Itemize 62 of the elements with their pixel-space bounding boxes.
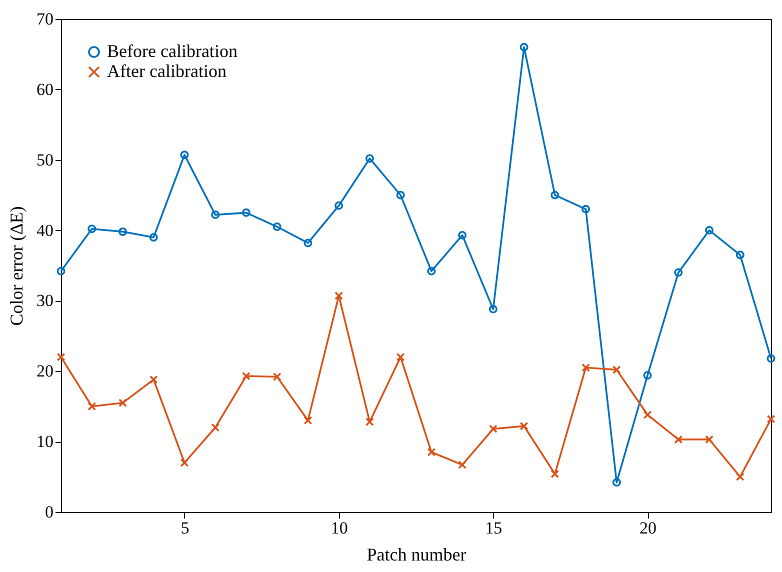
point [582,204,590,214]
y-tick-label: 70 [36,10,54,28]
point [149,375,158,384]
point [334,292,344,300]
point [705,226,714,235]
point [520,42,528,52]
point [365,418,374,426]
y-tick-label: 30 [36,291,54,310]
point [520,422,528,430]
point [88,224,96,234]
point [674,435,683,444]
point [612,478,621,487]
x-axis-title: Patch number [366,544,466,564]
point [488,304,498,314]
y-tick-label: 60 [36,80,54,99]
point [396,352,405,362]
point [427,266,436,276]
x-tick-label: 15 [485,518,502,538]
point [334,201,344,210]
point [674,268,683,277]
point [272,222,282,232]
point [396,190,405,200]
y-tick-label: 20 [36,362,54,381]
point [612,365,621,374]
point [242,208,250,217]
y-tick-label: 40 [36,220,54,240]
point [56,352,66,362]
point [766,414,776,424]
legend-label: After calibration [107,61,226,81]
point [211,210,220,220]
point [550,190,560,200]
point [118,227,127,236]
y-tick-label: 50 [36,150,54,170]
point [180,458,189,467]
point [643,410,652,420]
point [272,372,282,382]
point [88,402,96,411]
point [643,371,652,380]
y-axis-title: Color error (ΔE) [6,206,26,326]
point [180,150,189,160]
x-tick-label: 10 [330,518,348,538]
point [365,154,374,163]
legend-label: Before calibration [107,41,238,61]
point [458,230,467,240]
point [705,435,714,444]
point [582,363,590,372]
point [458,460,467,470]
point [211,423,220,432]
point [242,372,250,380]
y-tick-label: 10 [36,432,54,452]
point [118,398,127,408]
x-tick-label: 20 [640,518,657,538]
point [304,416,312,425]
x-tick-label: 5 [180,518,190,538]
y-tick-label: 0 [45,502,54,522]
point [550,470,560,478]
point [427,448,436,456]
point [304,238,312,248]
point [149,233,158,242]
point [736,250,744,260]
point [488,424,498,434]
point [736,472,744,482]
